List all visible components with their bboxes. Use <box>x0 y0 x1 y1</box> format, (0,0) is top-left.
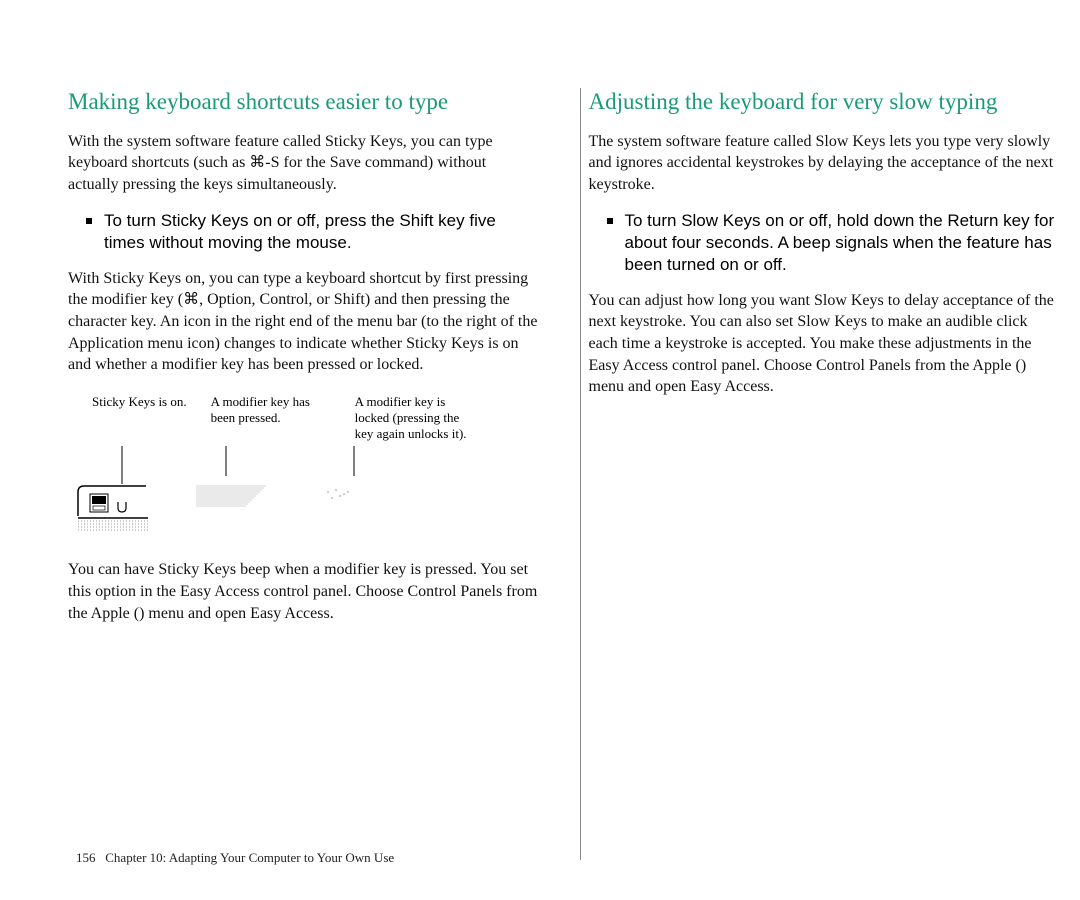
bullet-icon <box>607 218 613 224</box>
caption-1: Sticky Keys is on. <box>92 394 187 443</box>
bullet-text: To turn Sticky Keys on or off, press the… <box>104 210 540 254</box>
chapter-title: Chapter 10: Adapting Your Computer to Yo… <box>105 850 394 865</box>
page-footer: 156 Chapter 10: Adapting Your Computer t… <box>76 850 394 866</box>
left-bullet: To turn Sticky Keys on or off, press the… <box>86 210 540 254</box>
text: ) menu and open Easy Access. <box>139 605 334 622</box>
left-heading: Making keyboard shortcuts easier to type <box>68 88 540 117</box>
page-content: Making keyboard shortcuts easier to type… <box>68 88 1060 860</box>
left-column: Making keyboard shortcuts easier to type… <box>68 88 548 860</box>
right-para-2: You can adjust how long you want Slow Ke… <box>589 290 1061 398</box>
right-column: Adjusting the keyboard for very slow typ… <box>580 88 1061 860</box>
right-para-1: The system software feature called Slow … <box>589 131 1061 196</box>
sticky-keys-diagram <box>76 446 540 541</box>
caption-3: A modifier key is locked (pressing the k… <box>355 394 475 443</box>
right-bullet: To turn Slow Keys on or off, hold down t… <box>607 210 1061 276</box>
bullet-text: To turn Slow Keys on or off, hold down t… <box>625 210 1061 276</box>
text: You can adjust how long you want Slow Ke… <box>589 292 1054 374</box>
caption-2: A modifier key has been pressed. <box>211 394 331 443</box>
left-para-2: With Sticky Keys on, you can type a keyb… <box>68 268 540 376</box>
left-para-1: With the system software feature called … <box>68 131 540 196</box>
diagram-captions: Sticky Keys is on. A modifier key has be… <box>92 394 540 443</box>
page-number: 156 <box>76 850 96 865</box>
command-glyph: ⌘ <box>183 291 199 308</box>
left-para-3: You can have Sticky Keys beep when a mod… <box>68 559 540 624</box>
right-heading: Adjusting the keyboard for very slow typ… <box>589 88 1061 117</box>
command-glyph: ⌘ <box>249 154 265 171</box>
bullet-icon <box>86 218 92 224</box>
